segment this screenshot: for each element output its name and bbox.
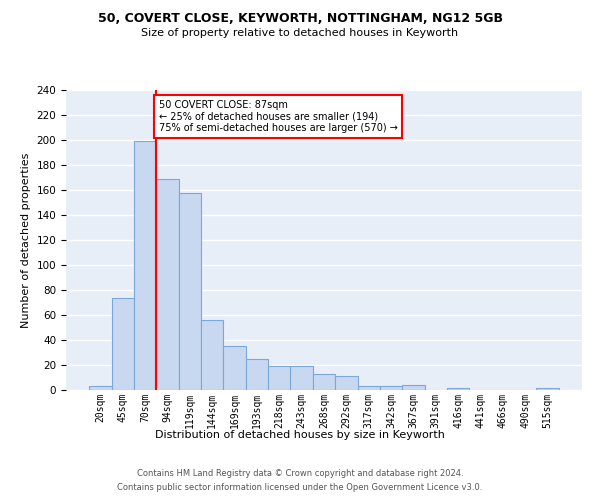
Text: Contains HM Land Registry data © Crown copyright and database right 2024.: Contains HM Land Registry data © Crown c…: [137, 468, 463, 477]
Text: Contains public sector information licensed under the Open Government Licence v3: Contains public sector information licen…: [118, 484, 482, 492]
Bar: [179, 192, 201, 390]
Bar: [223, 346, 246, 390]
Bar: [112, 298, 134, 390]
Bar: [358, 386, 380, 390]
Bar: [246, 359, 268, 390]
Bar: [536, 388, 559, 390]
Y-axis label: Number of detached properties: Number of detached properties: [21, 152, 31, 328]
Bar: [380, 386, 402, 390]
Bar: [201, 320, 223, 390]
Text: 50 COVERT CLOSE: 87sqm
← 25% of detached houses are smaller (194)
75% of semi-de: 50 COVERT CLOSE: 87sqm ← 25% of detached…: [159, 100, 398, 133]
Text: 50, COVERT CLOSE, KEYWORTH, NOTTINGHAM, NG12 5GB: 50, COVERT CLOSE, KEYWORTH, NOTTINGHAM, …: [97, 12, 503, 26]
Bar: [447, 388, 469, 390]
Text: Size of property relative to detached houses in Keyworth: Size of property relative to detached ho…: [142, 28, 458, 38]
Bar: [290, 366, 313, 390]
Bar: [134, 141, 157, 390]
Bar: [313, 374, 335, 390]
Bar: [157, 179, 179, 390]
Bar: [268, 366, 290, 390]
Bar: [402, 385, 425, 390]
Bar: [335, 376, 358, 390]
Text: Distribution of detached houses by size in Keyworth: Distribution of detached houses by size …: [155, 430, 445, 440]
Bar: [89, 386, 112, 390]
